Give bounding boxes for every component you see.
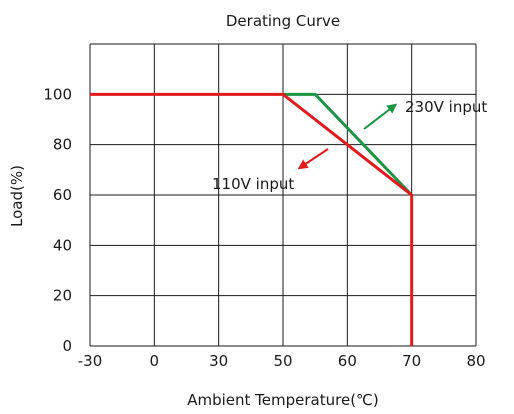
y-axis-ticks: 0 20 40 60 80 100 — [43, 85, 72, 355]
annotation-arrow-230v-input — [363, 103, 398, 130]
series-annotations: 230V input 110V input — [212, 98, 487, 193]
y-tick-label: 80 — [53, 136, 72, 154]
series-lines — [90, 92, 414, 346]
x-tick-label: 80 — [466, 352, 485, 370]
y-tick-label: 60 — [53, 186, 72, 204]
y-tick-label: 40 — [53, 236, 72, 254]
annotation-label-230v-input: 230V input — [405, 98, 487, 116]
x-tick-label: 0 — [150, 352, 160, 370]
series-line-230v-input — [283, 92, 413, 197]
x-tick-label: -30 — [78, 352, 103, 370]
y-tick-label: 100 — [43, 85, 72, 103]
x-axis-ticks: -30 0 30 50 60 70 80 — [78, 352, 486, 370]
x-tick-label: 30 — [209, 352, 228, 370]
series-line-110v-input — [90, 92, 414, 346]
annotation-arrow-110v-input — [297, 148, 329, 170]
x-axis-label: Ambient Temperature(℃) — [187, 391, 379, 409]
plot-grid — [89, 43, 477, 347]
x-tick-label: 50 — [273, 352, 292, 370]
x-tick-label: 70 — [402, 352, 421, 370]
y-tick-label: 20 — [53, 287, 72, 305]
y-axis-label: Load(%) — [8, 165, 26, 227]
y-tick-label: 0 — [62, 337, 72, 355]
chart-title: Derating Curve — [226, 12, 340, 30]
annotation-label-110v-input: 110V input — [212, 175, 294, 193]
x-tick-label: 60 — [338, 352, 357, 370]
